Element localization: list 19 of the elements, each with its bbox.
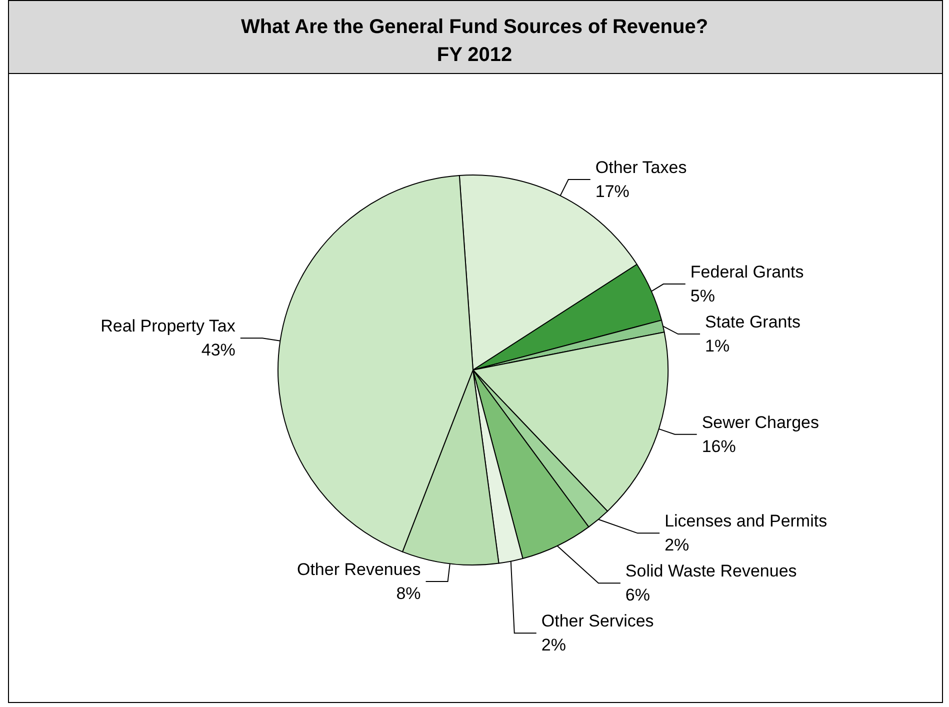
data-label: 1% <box>705 336 730 356</box>
data-label: 5% <box>690 286 715 306</box>
slice-label: Other Taxes <box>595 158 687 178</box>
slice-label: Federal Grants <box>690 262 804 282</box>
data-label: 2% <box>541 636 566 655</box>
slice-label: Real Property Tax <box>100 316 236 336</box>
chart-title: What Are the General Fund Sources of Revenue? FY 2012 <box>240 16 708 66</box>
data-label: 16% <box>702 436 736 456</box>
slice-label: State Grants <box>705 312 800 332</box>
slice-label: Other Revenues <box>296 560 421 579</box>
slice-label: Sewer Charges <box>702 412 820 432</box>
data-label: 6% <box>625 586 650 605</box>
slice-label: Other Services <box>541 612 654 631</box>
data-label: 43% <box>201 340 236 360</box>
slice-label: Licenses and Permits <box>664 512 828 531</box>
data-label: 8% <box>396 584 421 603</box>
data-label: 2% <box>664 536 690 555</box>
data-label: 17% <box>595 182 630 202</box>
slice-label: Solid Waste Revenues <box>625 562 797 581</box>
